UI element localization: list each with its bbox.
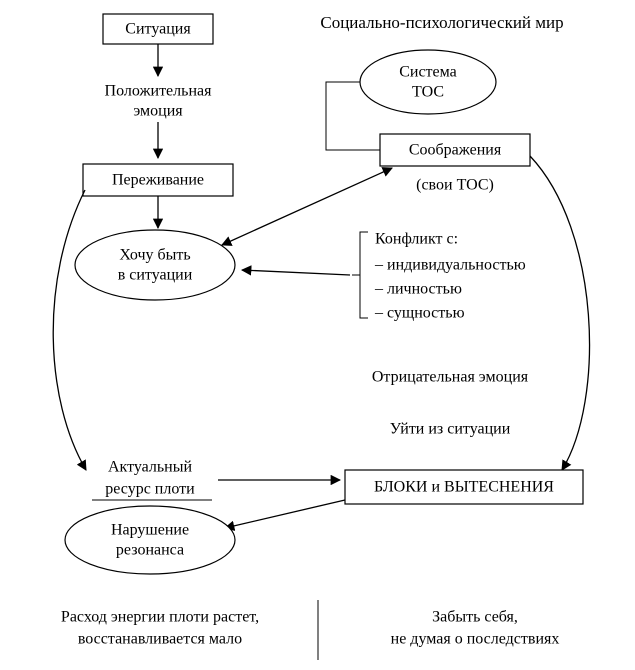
svg-text:ТОС: ТОС bbox=[412, 84, 444, 101]
edge-conflict-hochubyt bbox=[242, 270, 350, 275]
svg-text:Забыть себя,: Забыть себя, bbox=[432, 609, 518, 626]
svg-text:Соображения: Соображения bbox=[409, 142, 502, 159]
node-narushenie: Нарушение резонанса bbox=[65, 506, 235, 574]
svg-text:восстанавливается мало: восстанавливается мало bbox=[78, 631, 242, 648]
edge-perezhivanie-aktualny bbox=[53, 190, 86, 470]
node-pos-emotion: Положительная эмоция bbox=[105, 83, 213, 120]
edge-hochubyt-soobrazheniya bbox=[222, 168, 392, 245]
header-title: Социально-психологический мир bbox=[320, 13, 563, 32]
svg-text:Актуальный: Актуальный bbox=[108, 459, 193, 476]
svg-text:Переживание: Переживание bbox=[112, 172, 204, 189]
svg-text:Конфликт с:: Конфликт с: bbox=[375, 231, 458, 248]
node-perezhivanie: Переживание bbox=[83, 164, 233, 196]
svg-text:Положительная: Положительная bbox=[105, 83, 213, 100]
svg-text:– сущностью: – сущностью bbox=[374, 305, 465, 322]
svg-text:Ситуация: Ситуация bbox=[125, 21, 191, 38]
edge-soobrazheniya-bloki bbox=[530, 156, 590, 470]
footer-right: Забыть себя, не думая о последствиях bbox=[391, 609, 560, 648]
svg-text:в ситуации: в ситуации bbox=[118, 267, 193, 284]
svg-text:– индивидуальностью: – индивидуальностью bbox=[374, 257, 526, 274]
svg-text:Хочу быть: Хочу быть bbox=[119, 247, 190, 264]
edge-bloki-narushenie bbox=[225, 500, 345, 528]
svg-text:Нарушение: Нарушение bbox=[111, 522, 189, 539]
node-conflict: Конфликт с: – индивидуальностью – личнос… bbox=[352, 231, 526, 322]
svg-text:ресурс плоти: ресурс плоти bbox=[105, 481, 195, 498]
node-soobrazheniya: Соображения bbox=[380, 134, 530, 166]
svg-text:– личностью: – личностью bbox=[374, 281, 462, 298]
svg-text:Расход энергии плоти растет,: Расход энергии плоти растет, bbox=[61, 609, 259, 626]
node-sistema-tos: Система ТОС bbox=[360, 50, 496, 114]
svg-text:БЛОКИ и ВЫТЕСНЕНИЯ: БЛОКИ и ВЫТЕСНЕНИЯ bbox=[374, 479, 554, 496]
node-aktualny: Актуальный ресурс плоти bbox=[92, 459, 212, 500]
node-neg-emotion: Отрицательная эмоция bbox=[372, 369, 529, 386]
node-hochu-byt: Хочу быть в ситуации bbox=[75, 230, 235, 300]
node-bloki: БЛОКИ и ВЫТЕСНЕНИЯ bbox=[345, 470, 583, 504]
svg-text:резонанса: резонанса bbox=[116, 542, 184, 559]
flowchart: Социально-психологический мир Ситуация П… bbox=[0, 0, 635, 670]
footer-left: Расход энергии плоти растет, восстанавли… bbox=[61, 609, 259, 648]
node-svoi-tos: (свои ТОС) bbox=[416, 177, 494, 194]
svg-text:эмоция: эмоция bbox=[133, 103, 183, 120]
node-uyti: Уйти из ситуации bbox=[390, 421, 511, 438]
svg-text:Система: Система bbox=[399, 64, 457, 81]
node-situaciya: Ситуация bbox=[103, 14, 213, 44]
svg-text:не думая о последствиях: не думая о последствиях bbox=[391, 631, 560, 648]
